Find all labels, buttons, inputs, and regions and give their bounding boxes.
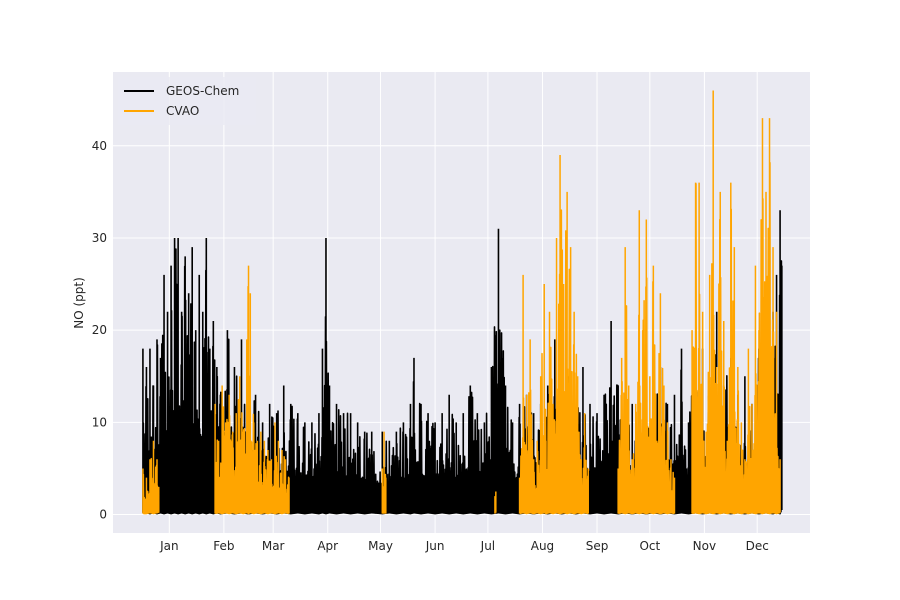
x-tick-label: Apr	[317, 539, 338, 553]
x-tick-label: Sep	[586, 539, 609, 553]
y-axis-label: NO (ppt)	[72, 277, 86, 329]
y-axis: 0 10 20 30 40	[92, 139, 107, 522]
series-line-cvao-6	[691, 90, 781, 515]
x-tick-label: Nov	[693, 539, 716, 553]
legend-label-geos-chem: GEOS-Chem	[166, 84, 239, 98]
series-line-cvao-5	[617, 210, 676, 515]
series-line-cvao-0	[142, 440, 160, 515]
x-tick-label: Dec	[746, 539, 769, 553]
series-line-cvao-3	[494, 491, 497, 514]
x-tick-label: Feb	[213, 539, 234, 553]
y-tick-label: 0	[99, 508, 107, 522]
legend: GEOS-Chem CVAO	[118, 77, 256, 125]
series-layer	[142, 90, 783, 515]
x-tick-label: May	[368, 539, 393, 553]
x-tick-label: Aug	[531, 539, 554, 553]
y-tick-label: 40	[92, 139, 107, 153]
y-tick-label: 20	[92, 323, 107, 337]
y-tick-label: 30	[92, 231, 107, 245]
x-axis: Jan Feb Mar Apr May Jun Jul Aug Sep Oct Nov Dec	[159, 539, 769, 553]
legend-frame	[118, 77, 256, 125]
x-tick-label: Jul	[480, 539, 495, 553]
x-tick-label: Jan	[159, 539, 179, 553]
series-line-cvao-1	[214, 265, 290, 515]
legend-label-cvao: CVAO	[166, 104, 199, 118]
x-tick-label: Mar	[262, 539, 285, 553]
y-tick-label: 10	[92, 415, 107, 429]
x-tick-label: Oct	[639, 539, 660, 553]
x-tick-label: Jun	[425, 539, 445, 553]
series-line-cvao-4	[518, 154, 589, 515]
series-line-cvao-2	[381, 431, 387, 514]
